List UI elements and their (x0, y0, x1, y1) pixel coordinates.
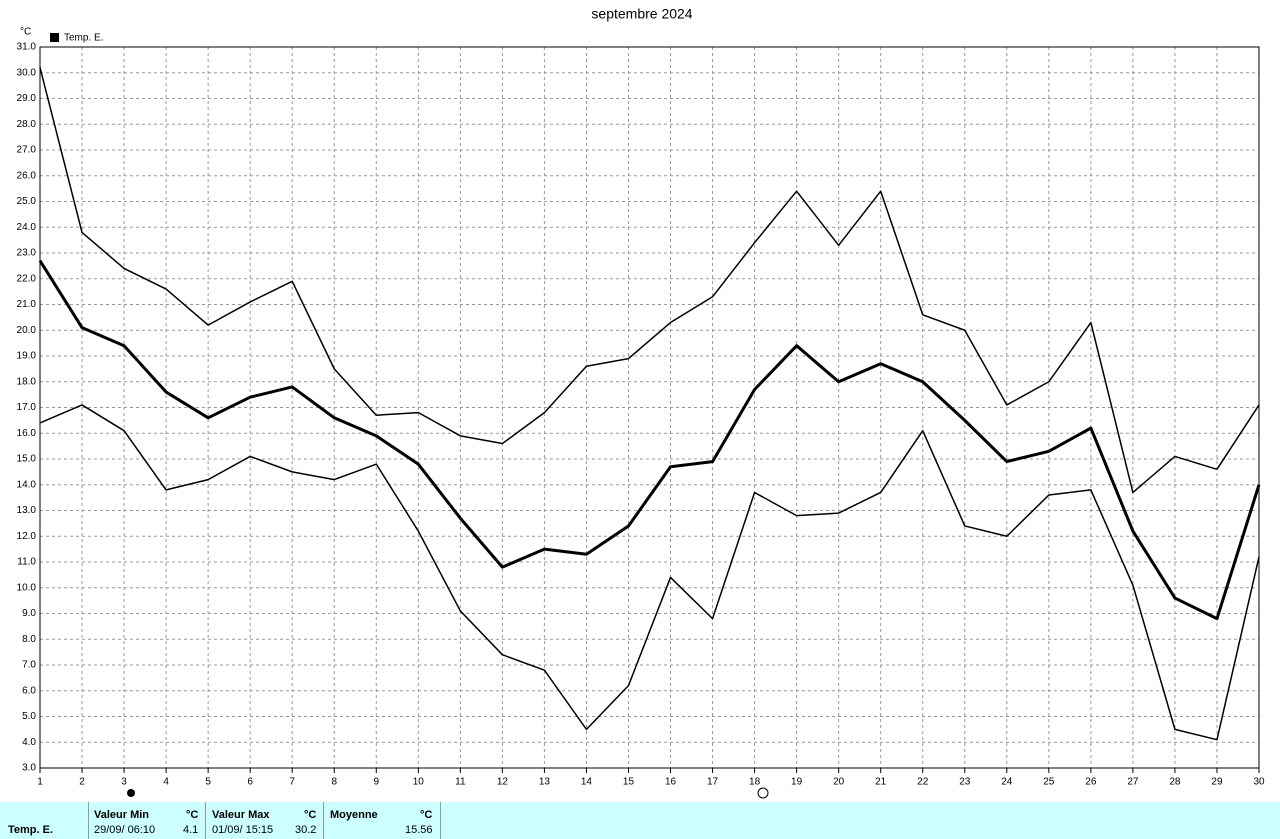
line-values (38, 259, 1261, 621)
value: 4.1 (183, 824, 199, 836)
y-tick-label: 17.0 (17, 402, 37, 413)
col-header: Valeur Min (94, 809, 150, 821)
plot-frame (39, 46, 1260, 769)
y-tick-label: 4.0 (22, 737, 36, 748)
y-tick-label: 14.0 (17, 479, 37, 490)
y-tick-label: 16.0 (17, 428, 37, 439)
x-tick-label: 12 (497, 777, 509, 788)
x-tick-label: 16 (665, 777, 677, 788)
y-tick-label: 10.0 (17, 582, 37, 593)
x-tick-label: 10 (413, 777, 425, 788)
y-tick-label: 6.0 (22, 685, 36, 696)
value: 30.2 (295, 824, 317, 836)
unit: °C (304, 809, 317, 821)
x-tick-label: 19 (791, 777, 803, 788)
y-tick-label: 12.0 (17, 531, 37, 542)
x-tick-label: 13 (539, 777, 551, 788)
x-tick-label: 5 (205, 777, 211, 788)
x-tick-label: 23 (959, 777, 971, 788)
x-tick-label: 2 (79, 777, 85, 788)
x-tick-label: 6 (247, 777, 253, 788)
line-max-values (39, 67, 1260, 494)
y-tick-label: 9.0 (22, 608, 36, 619)
y-tick-label: 26.0 (17, 170, 37, 181)
y-tick-label: 24.0 (17, 222, 37, 233)
x-tick-label: 20 (833, 777, 845, 788)
legend-swatch (50, 33, 59, 42)
x-tick-label: 1 (37, 777, 43, 788)
x-tick-label: 24 (1001, 777, 1013, 788)
x-tick-label: 7 (289, 777, 295, 788)
x-tick-label: 11 (455, 777, 466, 788)
legend-label: Temp. E. (64, 33, 103, 44)
x-tick-label: 22 (917, 777, 929, 788)
y-tick-label: 5.0 (22, 711, 36, 722)
x-tick-label: 15 (623, 777, 635, 788)
x-tick-label: 27 (1127, 777, 1139, 788)
y-tick-label: 20.0 (17, 325, 37, 336)
x-tick-label: 26 (1085, 777, 1097, 788)
chart-title: septembre 2024 (591, 6, 692, 22)
y-tick-label: 13.0 (17, 505, 37, 516)
y-tick-label: 19.0 (17, 351, 37, 362)
x-tick-label: 30 (1253, 777, 1265, 788)
chart: septembre 2024 °C 3.0 4.0 5.0 6.0 7.0 8.0 9.0 1… (17, 6, 1265, 799)
x-tick-label: 25 (1043, 777, 1055, 788)
date: 29/09/ 06:10 (94, 824, 156, 836)
col-header: Valeur Max (212, 809, 270, 821)
col-header: Moyenne (330, 809, 378, 821)
separator (440, 802, 441, 839)
y-tick-label: 23.0 (17, 248, 37, 259)
y-tick-label: 8.0 (22, 634, 36, 645)
y-tick-label: 28.0 (17, 119, 37, 130)
row-label: Temp. E. (8, 824, 54, 836)
y-tick-label: 31.0 (17, 42, 37, 53)
y-tick-label: 15.0 (17, 454, 37, 465)
separator (323, 802, 324, 839)
x-tick-label: 21 (875, 777, 887, 788)
unit: °C (420, 809, 433, 821)
value: 15.56 (405, 824, 433, 836)
x-tick-label: 14 (581, 777, 593, 788)
y-tick-label: 7.0 (22, 660, 36, 671)
line-min-values (39, 404, 1260, 741)
x-tick-label: 3 (121, 777, 127, 788)
x-tick-label: 4 (163, 777, 169, 788)
date: 01/09/ 15:15 (212, 824, 274, 836)
moon-icon (127, 789, 135, 797)
unit: °C (186, 809, 199, 821)
y-tick-label: 25.0 (17, 196, 37, 207)
y-tick-label: 27.0 (17, 145, 37, 156)
x-tick-label: 17 (707, 777, 719, 788)
y-tick-label: 18.0 (17, 376, 37, 387)
y-tick-label: 21.0 (17, 299, 37, 310)
x-tick-label: 18 (749, 777, 761, 788)
x-tick-label: 9 (373, 777, 379, 788)
x-tick-label: 29 (1211, 777, 1223, 788)
y-tick-label: 3.0 (22, 763, 36, 774)
x-tick-label: 28 (1169, 777, 1181, 788)
y-tick-label: 22.0 (17, 273, 37, 284)
separator (205, 802, 206, 839)
moon-icon (757, 787, 769, 799)
summary-table: Temp. E. Valeur Min °C 29/09/ 06:10 4.1 … (0, 802, 1280, 839)
y-tick-label: 30.0 (17, 67, 37, 78)
separator (88, 802, 89, 839)
y-tick-label: 11.0 (17, 557, 36, 568)
y-tick-label: 29.0 (17, 93, 37, 104)
x-tick-label: 8 (331, 777, 337, 788)
y-unit: °C (20, 27, 31, 38)
